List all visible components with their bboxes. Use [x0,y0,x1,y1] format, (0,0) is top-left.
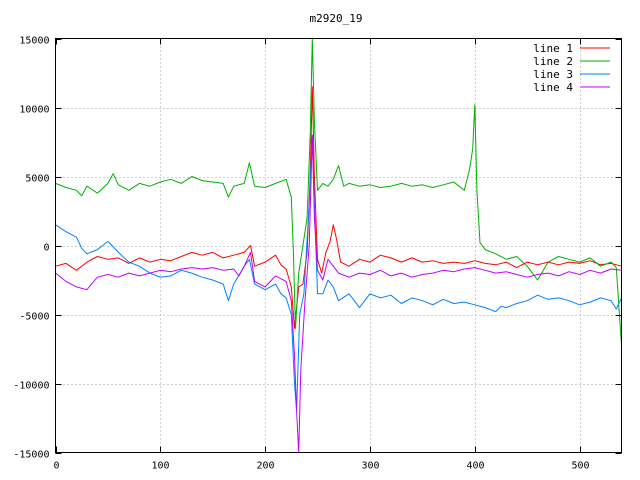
y-tick-label: 10000 [19,105,49,116]
series-line-1 [55,86,622,329]
series-line-2 [55,38,622,345]
x-tick-label: 500 [571,461,589,472]
series-line-4 [55,134,622,453]
legend-label-1: line 1 [533,42,573,55]
chart-title: m2920_19 [310,12,363,25]
y-tick-label: 0 [43,243,49,254]
x-tick-label: 0 [53,461,59,472]
y-tick-label: -15000 [13,450,49,461]
y-tick-label: 5000 [25,174,49,185]
legend-label-4: line 4 [533,81,573,94]
legend-label-2: line 2 [533,55,573,68]
x-tick-label: 100 [151,461,169,472]
series-layer [55,38,622,453]
x-tick-label: 400 [466,461,484,472]
x-tick-label: 300 [361,461,379,472]
plot-frame [55,38,622,453]
y-tick-label: -5000 [19,312,49,323]
y-tick-label: 15000 [19,36,49,47]
x-tick-label: 200 [256,461,274,472]
y-tick-label: -10000 [13,381,49,392]
grid [55,38,622,453]
legend-label-3: line 3 [533,68,573,81]
axis-ticks: 0 100 200 300 400 500 -15000 -10000 -5000 0 5000 10… [13,36,622,472]
